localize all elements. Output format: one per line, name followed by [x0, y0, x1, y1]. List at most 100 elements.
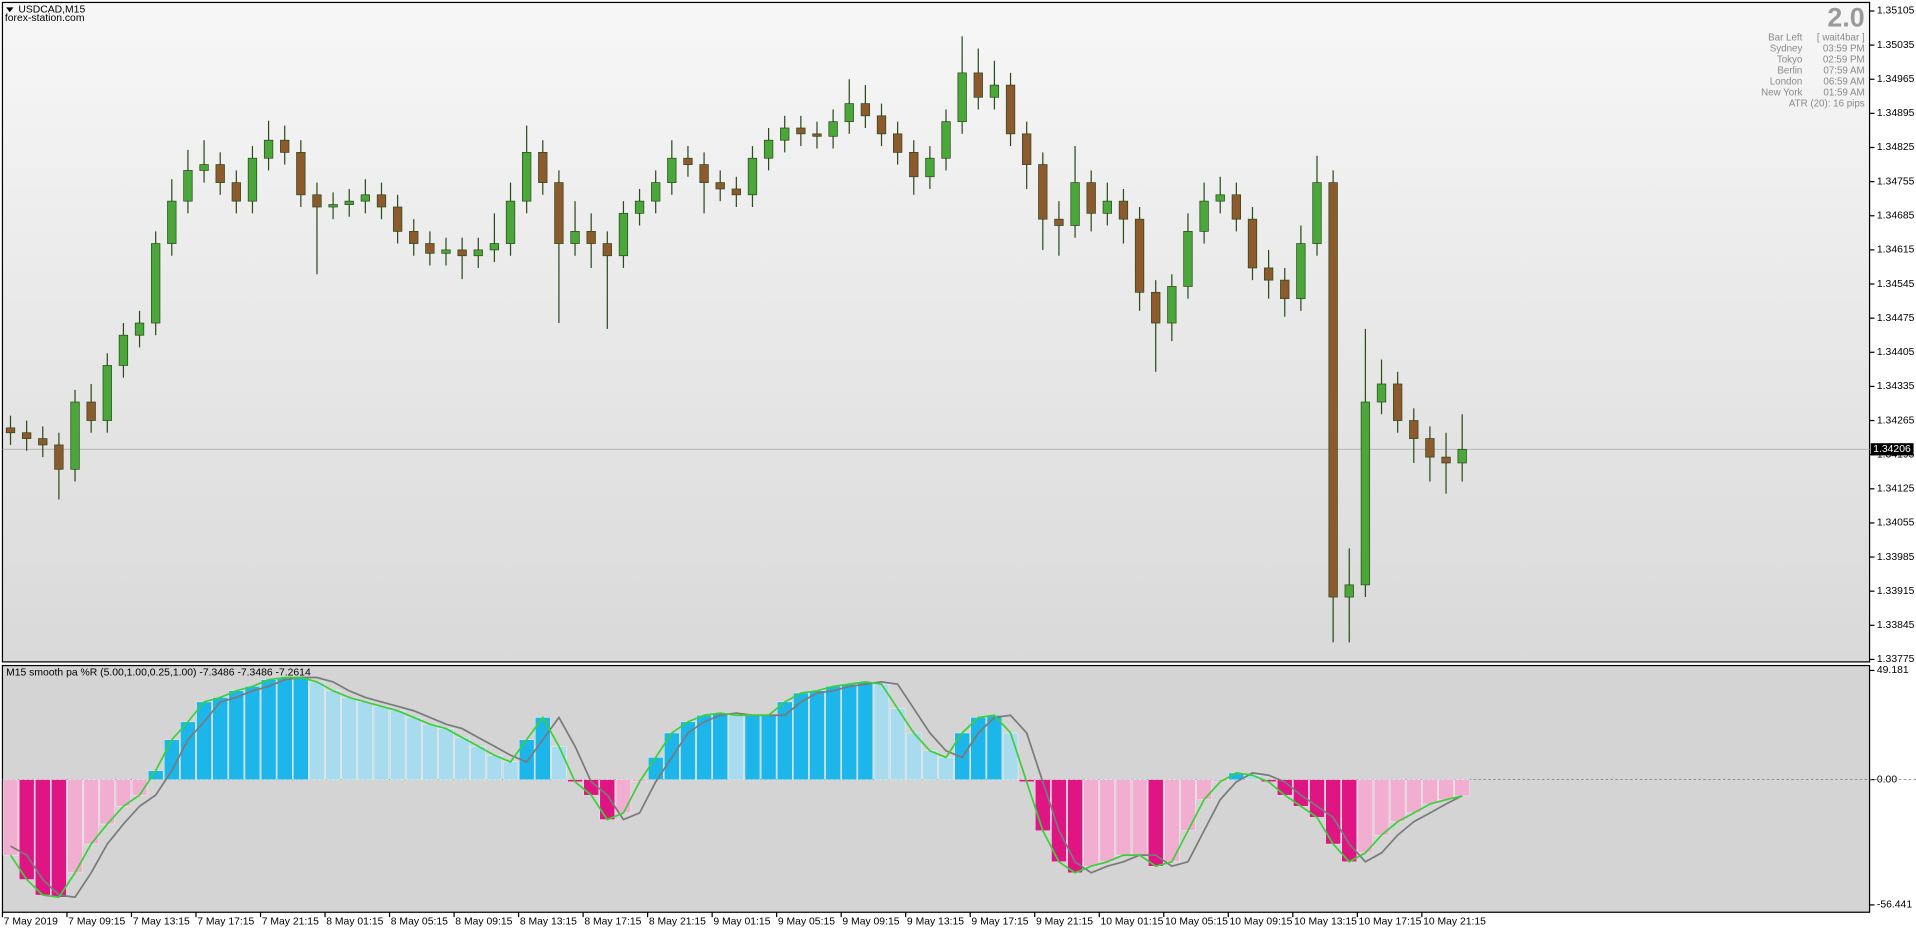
histogram-bar [373, 706, 390, 780]
y-tick-label: 1.33915 [1877, 586, 1915, 597]
candle-body [586, 231, 596, 244]
indicator-label: M15 smooth pa %R (5.00,1.00,0.25,1.00) -… [6, 668, 311, 679]
candle-body [376, 194, 387, 208]
histogram-bar [2, 779, 19, 856]
candle-body [909, 152, 919, 178]
candle-body [231, 182, 241, 202]
histogram-bar [35, 779, 51, 896]
x-tick-label: 7 May 21:15 [262, 917, 319, 928]
candle-body [1199, 200, 1209, 232]
y-tick-label: 1.34895 [1877, 108, 1915, 119]
candle-body [941, 121, 951, 159]
histogram-bar [1180, 779, 1196, 831]
y-tick-label: 1.34405 [1877, 347, 1915, 358]
candle-body [199, 164, 209, 171]
x-tick-label: 8 May 13:15 [520, 917, 577, 928]
signal-line [10, 676, 1463, 899]
candle-body [134, 322, 145, 336]
x-tick-label: 7 May 09:15 [68, 917, 125, 928]
histogram-bar [1422, 779, 1438, 805]
histogram-bar [648, 757, 664, 780]
candle-body [38, 438, 48, 446]
info-value: 02:59 PM [1823, 54, 1865, 65]
x-tick-label: 10 May 09:15 [1230, 917, 1293, 928]
histogram-bar [680, 721, 696, 780]
histogram-bar [1148, 779, 1164, 867]
x-tick-label: 8 May 21:15 [649, 917, 706, 928]
candle-body [425, 243, 435, 254]
histogram-bar [1373, 779, 1390, 836]
x-tick-label: 9 May 13:15 [907, 917, 964, 928]
histogram-bar [357, 701, 373, 780]
candle-body [312, 194, 322, 208]
candle-body [21, 432, 32, 439]
histogram-bar [309, 681, 325, 780]
y-tick-label: 1.34825 [1877, 142, 1915, 153]
candle-body [1022, 133, 1032, 165]
y-tick-label: 1.34475 [1877, 313, 1915, 324]
candle-body [1441, 456, 1451, 464]
y-tick-label: -56.441 [1877, 900, 1912, 911]
histogram-bar [325, 690, 341, 780]
candle-body [1118, 200, 1129, 220]
x-tick-label: 10 May 17:15 [1359, 917, 1422, 928]
main-line [9, 676, 1463, 899]
chart-title: USDCAD,M15 [18, 5, 85, 16]
candle-body [715, 182, 725, 190]
candle-body [973, 72, 983, 98]
candle-body [409, 231, 419, 244]
candle-body [570, 231, 580, 244]
histogram-bar [615, 779, 632, 814]
candle-body [1425, 438, 1435, 458]
candle-body [554, 182, 564, 244]
x-tick-label: 10 May 21:15 [1423, 917, 1486, 928]
info-label: Berlin [1777, 65, 1802, 76]
y-tick-label: 1.33775 [1877, 654, 1915, 665]
info-label: Tokyo [1777, 54, 1803, 65]
current-price-label: 1.34206 [1873, 444, 1911, 455]
y-tick-label: 1.35105 [1877, 6, 1915, 17]
x-tick-label: 10 May 13:15 [1294, 917, 1357, 928]
candle-body [263, 139, 274, 159]
info-label: Bar Left [1768, 32, 1802, 43]
histogram-bar [228, 690, 244, 780]
histogram-bar [260, 679, 277, 780]
x-tick-label: 10 May 05:15 [1165, 917, 1228, 928]
candle-body [441, 249, 451, 254]
candle-body [167, 200, 177, 244]
histogram-bar [857, 681, 874, 780]
x-tick-label: 9 May 21:15 [1036, 917, 1093, 928]
histogram-bar [1002, 732, 1019, 780]
candle-body [1409, 420, 1419, 439]
histogram-bar [83, 779, 99, 845]
candle-body [989, 84, 1000, 98]
histogram-bar [196, 701, 212, 780]
histogram-bar [825, 686, 841, 780]
y-tick-label: 1.34545 [1877, 279, 1915, 290]
candle-body [473, 249, 483, 257]
histogram-bar [938, 757, 954, 780]
candle-body [215, 164, 225, 183]
watermark: forex-station.com [5, 13, 85, 24]
histogram-bar [470, 746, 486, 780]
histogram-bar [389, 710, 406, 780]
histogram-bar [889, 708, 906, 780]
candle-body [651, 182, 661, 202]
histogram-bar [1196, 779, 1212, 800]
info-label: Sydney [1770, 43, 1803, 54]
info-value: 06:59 AM [1823, 76, 1864, 87]
candle-body [1054, 218, 1064, 226]
histogram-bar [1390, 779, 1406, 822]
y-tick-label: 1.33845 [1877, 620, 1915, 631]
y-tick-label: 1.35035 [1877, 40, 1915, 51]
current-price-box [1870, 443, 1914, 456]
x-tick-label: 10 May 01:15 [1100, 917, 1163, 928]
candle-body [796, 127, 806, 135]
candle-body [747, 157, 758, 196]
candle-body [876, 115, 887, 135]
candle-body [1360, 401, 1371, 586]
histogram-bar [438, 728, 454, 780]
y-tick-label: 1.34755 [1877, 176, 1915, 187]
